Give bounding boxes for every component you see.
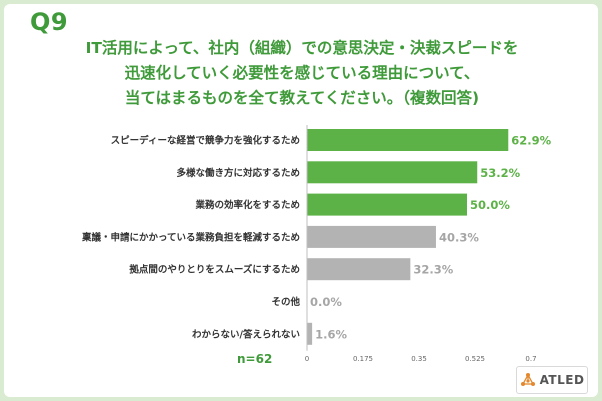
category-label: 多様な働き方に対応するため	[176, 167, 300, 179]
data-label: 50.0%	[470, 198, 510, 212]
x-tick-label: 0.7	[525, 355, 536, 363]
title-line-1: IT活用によって、社内（組織）での意思決定・決裁スピードを	[85, 39, 519, 57]
x-tick-label: 0.175	[353, 355, 373, 363]
x-tick-label: 0.525	[465, 355, 485, 363]
x-tick-label: 0	[305, 355, 309, 363]
survey-card	[4, 4, 598, 397]
bar	[307, 258, 411, 281]
bar	[307, 129, 509, 151]
bar	[307, 193, 467, 216]
title-line-3: 当てはまるものを全て教えてください。（複数回答)	[124, 89, 480, 107]
x-tick-label: 0.35	[411, 355, 427, 363]
bar	[307, 225, 436, 248]
logo-text: ATLED	[539, 373, 585, 387]
bar	[307, 322, 313, 345]
data-label: 0.0%	[310, 295, 342, 309]
category-label: スピーディーな経営で競争力を強化するため	[111, 135, 300, 147]
data-label: 62.9%	[511, 134, 551, 148]
data-label: 32.3%	[413, 263, 453, 277]
question-label: Q9	[30, 8, 69, 36]
bar	[307, 161, 478, 184]
category-label: その他	[271, 296, 300, 308]
title-line-2: 迅速化していく必要性を感じている理由について、	[124, 64, 480, 82]
network-icon	[520, 373, 535, 386]
category-label: 稟議・申請にかかっている業務負担を軽減するため	[81, 231, 300, 243]
category-label: 業務の効率化をするため	[194, 199, 300, 211]
company-logo: ATLED	[516, 366, 588, 394]
sample-size: n=62	[237, 352, 273, 366]
data-label: 53.2%	[480, 166, 520, 180]
category-label: わからない/答えられない	[192, 328, 300, 340]
chart-title: IT活用によって、社内（組織）での意思決定・決裁スピードを 迅速化していく必要性…	[30, 36, 574, 111]
data-label: 1.6%	[315, 327, 347, 341]
category-label: 拠点間のやりとりをスムーズにするため	[129, 264, 300, 276]
data-label: 40.3%	[439, 230, 479, 244]
